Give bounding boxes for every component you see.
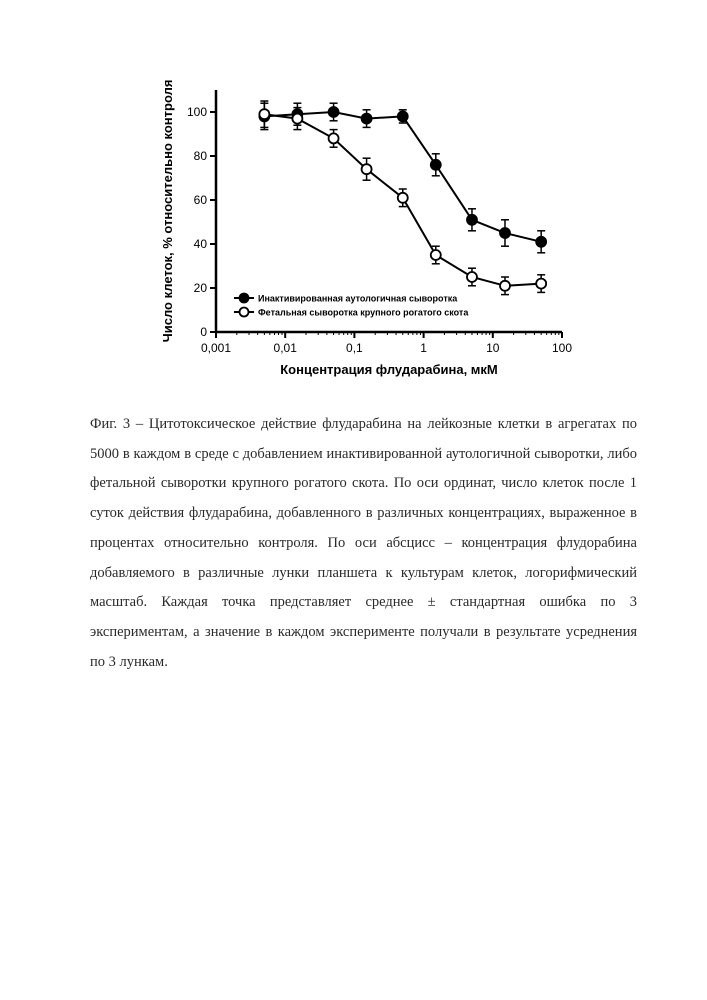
svg-text:Концентрация флударабина, мкМ: Концентрация флударабина, мкМ (280, 362, 498, 377)
svg-text:40: 40 (193, 237, 207, 251)
svg-text:0,001: 0,001 (200, 341, 230, 355)
svg-text:0,1: 0,1 (346, 341, 363, 355)
svg-text:Фетальная сыворотка крупного р: Фетальная сыворотка крупного рогатого ск… (258, 308, 469, 318)
chart-container: 0 20 40 60 80 100 0,001 0,01 0,1 1 10 100 Концентрац… (154, 80, 574, 380)
svg-text:0,01: 0,01 (273, 341, 297, 355)
svg-text:0: 0 (200, 325, 207, 339)
svg-text:100: 100 (551, 341, 571, 355)
document-page: 0 20 40 60 80 100 0,001 0,01 0,1 1 10 100 Концентрац… (0, 0, 707, 1000)
svg-text:80: 80 (193, 149, 207, 163)
svg-text:1: 1 (420, 341, 427, 355)
svg-text:Инактивированная аутологичная: Инактивированная аутологичная сыворотка (258, 294, 458, 304)
svg-text:10: 10 (486, 341, 500, 355)
figure-caption: Фиг. 3 – Цитотоксическое действие флудар… (90, 410, 637, 677)
svg-text:Число клеток, % относительно к: Число клеток, % относительно контроля (160, 80, 175, 342)
svg-text:20: 20 (193, 281, 207, 295)
svg-text:60: 60 (193, 193, 207, 207)
cytotoxicity-chart: 0 20 40 60 80 100 0,001 0,01 0,1 1 10 100 Концентрац… (154, 80, 574, 380)
svg-text:100: 100 (186, 105, 206, 119)
